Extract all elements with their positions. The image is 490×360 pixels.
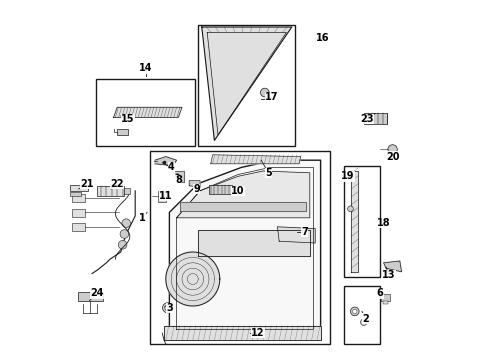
Circle shape bbox=[388, 145, 397, 154]
Text: 9: 9 bbox=[193, 184, 200, 194]
Text: 2: 2 bbox=[362, 314, 369, 324]
Text: 11: 11 bbox=[159, 191, 172, 201]
Bar bbox=[96, 79, 195, 146]
Polygon shape bbox=[166, 252, 220, 306]
Text: 3: 3 bbox=[166, 303, 173, 313]
Text: 20: 20 bbox=[386, 152, 399, 162]
Text: 1: 1 bbox=[139, 213, 146, 223]
Text: 21: 21 bbox=[80, 179, 94, 189]
Polygon shape bbox=[170, 160, 320, 337]
Bar bbox=[71, 192, 81, 196]
Text: 5: 5 bbox=[265, 168, 272, 178]
Bar bbox=[344, 166, 380, 277]
Text: 7: 7 bbox=[301, 227, 308, 237]
Bar bbox=[158, 191, 166, 202]
Text: 24: 24 bbox=[91, 288, 104, 298]
Text: 17: 17 bbox=[265, 92, 279, 102]
Polygon shape bbox=[277, 227, 315, 243]
Text: 12: 12 bbox=[251, 328, 264, 338]
Polygon shape bbox=[164, 326, 320, 340]
Text: 18: 18 bbox=[377, 218, 391, 228]
Polygon shape bbox=[351, 171, 358, 272]
Bar bbox=[124, 188, 130, 194]
Text: 15: 15 bbox=[121, 114, 135, 124]
Bar bbox=[149, 151, 330, 344]
Text: 14: 14 bbox=[139, 63, 153, 73]
Circle shape bbox=[353, 309, 357, 314]
Polygon shape bbox=[384, 261, 402, 272]
Circle shape bbox=[120, 230, 129, 238]
Circle shape bbox=[350, 307, 359, 316]
Bar bbox=[381, 294, 390, 301]
Text: 13: 13 bbox=[382, 270, 396, 280]
Polygon shape bbox=[189, 181, 200, 187]
Text: 22: 22 bbox=[110, 179, 124, 189]
Polygon shape bbox=[114, 107, 182, 117]
Bar bbox=[77, 292, 103, 301]
Text: 4: 4 bbox=[168, 162, 174, 172]
Bar bbox=[71, 185, 88, 191]
Circle shape bbox=[118, 240, 127, 249]
Bar bbox=[364, 113, 387, 124]
Circle shape bbox=[122, 219, 130, 228]
Polygon shape bbox=[175, 171, 184, 182]
Circle shape bbox=[261, 88, 269, 97]
Bar bbox=[72, 194, 85, 202]
Text: 8: 8 bbox=[175, 175, 182, 185]
Polygon shape bbox=[155, 157, 176, 166]
Bar bbox=[72, 223, 85, 231]
Text: 19: 19 bbox=[341, 171, 354, 181]
Text: 23: 23 bbox=[361, 114, 374, 124]
Bar bbox=[344, 286, 380, 344]
Bar bbox=[72, 209, 85, 217]
Polygon shape bbox=[180, 202, 306, 211]
Circle shape bbox=[361, 319, 367, 325]
Text: 16: 16 bbox=[316, 33, 329, 43]
Text: 10: 10 bbox=[231, 186, 245, 196]
Circle shape bbox=[165, 305, 171, 311]
Polygon shape bbox=[211, 155, 301, 164]
Bar bbox=[98, 186, 124, 196]
Bar bbox=[383, 301, 388, 304]
Polygon shape bbox=[198, 230, 310, 256]
Bar bbox=[198, 25, 295, 146]
Polygon shape bbox=[202, 27, 292, 140]
Bar bbox=[209, 185, 232, 194]
Bar bbox=[117, 129, 128, 135]
Polygon shape bbox=[176, 171, 310, 218]
Text: 6: 6 bbox=[377, 288, 383, 298]
Circle shape bbox=[163, 303, 172, 313]
Circle shape bbox=[347, 206, 353, 212]
